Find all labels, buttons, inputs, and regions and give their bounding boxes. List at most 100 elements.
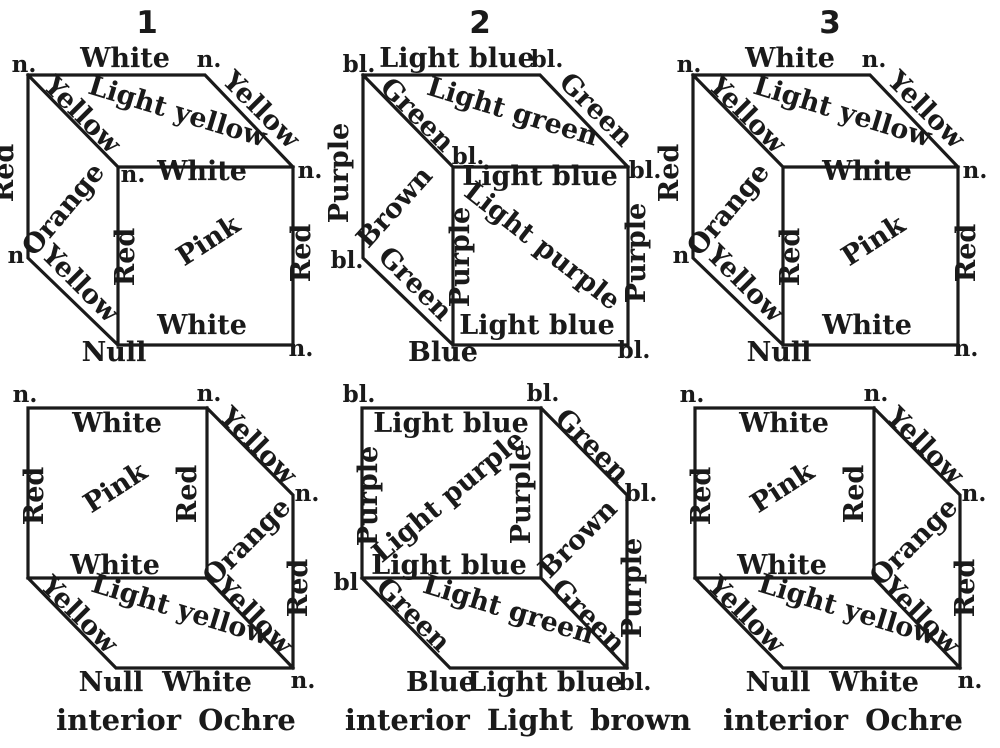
front-top-right-corner-label: n. xyxy=(197,380,222,407)
panel-2-top-cube: bl. Light blue bl. Green Light green Gre… xyxy=(324,43,661,368)
cube-edges xyxy=(25,405,296,671)
panel-caption: interior Ochre xyxy=(723,703,963,737)
front-top-left-corner-label: n. xyxy=(680,381,705,408)
front-top-left-corner-label: bl. xyxy=(343,381,376,408)
front-face-label: Light purple xyxy=(458,176,626,317)
front-right-edge-label: Red xyxy=(172,465,203,524)
panel-2-bottom-cube: bl. bl. Light blue Purple Light purple P… xyxy=(334,380,692,737)
panel-2-number: 2 xyxy=(469,5,491,41)
far-top-right-corner-label: bl. xyxy=(531,46,564,73)
far-bottom-left-corner-label: Blue xyxy=(406,667,476,698)
front-right-edge-label: Red xyxy=(951,224,982,283)
cube-edges xyxy=(359,405,630,671)
far-bottom-edge-label: White xyxy=(828,667,919,698)
front-top-right-corner-label: bl. xyxy=(629,157,662,184)
front-face-label: Pink xyxy=(171,208,247,272)
right-middle-corner-label: bl. xyxy=(625,480,658,507)
far-bottom-right-corner-label: bl. xyxy=(619,669,652,696)
front-right-edge-label: Red xyxy=(839,465,870,524)
front-bottom-edge-label: White xyxy=(821,310,912,341)
front-top-edge-label: Light blue xyxy=(373,408,529,439)
front-top-right-corner-label: n. xyxy=(963,157,988,184)
far-bottom-left-corner-label: Null xyxy=(746,667,811,698)
front-bottom-edge-label: White xyxy=(736,550,827,581)
far-right-edge-label: Purple xyxy=(617,538,648,638)
cube-edges xyxy=(690,72,961,348)
right-middle-corner-label: n. xyxy=(962,480,987,507)
front-bottom-right-corner-label: bl. xyxy=(618,337,651,364)
upper-right-diagonal-label: Yellow xyxy=(879,400,970,491)
front-bottom-right-corner-label: n. xyxy=(289,335,314,362)
far-right-edge-label: Red xyxy=(283,559,314,618)
front-right-edge-label: Purple xyxy=(621,203,652,303)
front-top-edge-label: White xyxy=(738,408,829,439)
cube-edges xyxy=(692,405,963,671)
panel-caption: interior Ochre xyxy=(56,703,296,737)
front-left-edge-label: Red xyxy=(19,467,50,526)
front-top-edge-label: White xyxy=(71,408,162,439)
front-bottom-edge-label: Light blue xyxy=(371,550,527,581)
front-bottom-left-corner-label: bl xyxy=(334,569,359,596)
front-left-edge-label: Red xyxy=(110,228,141,287)
front-face-label: Pink xyxy=(78,455,154,519)
upper-right-diagonal-label: Green xyxy=(549,403,636,490)
far-left-edge-label: Purple xyxy=(324,123,355,223)
far-top-edge-label: White xyxy=(744,43,835,74)
far-top-left-corner-label: n. xyxy=(12,51,37,78)
far-bottom-edge-label: White xyxy=(161,667,252,698)
upper-right-diagonal-label: Yellow xyxy=(212,400,303,491)
front-left-edge-label: Red xyxy=(775,228,806,287)
panel-caption: interior Light brown xyxy=(345,703,691,737)
front-top-left-corner-label: n. xyxy=(13,381,38,408)
far-top-left-corner-label: bl. xyxy=(343,51,376,78)
far-bottom-right-corner-label: n. xyxy=(958,667,983,694)
panel-1-number: 1 xyxy=(136,5,158,41)
front-face-label: Pink xyxy=(836,208,912,272)
cube-edges xyxy=(25,72,296,348)
front-left-edge-label: Purple xyxy=(353,446,384,546)
front-left-edge-label: Purple xyxy=(445,207,476,307)
front-left-edge-label: Red xyxy=(686,467,717,526)
far-top-left-corner-label: n. xyxy=(677,51,702,78)
front-top-edge-label: Light blue xyxy=(462,161,618,192)
far-right-edge-label: Red xyxy=(950,559,981,618)
far-top-right-corner-label: n. xyxy=(862,46,887,73)
panel-1-bottom-cube: n. n. White Red Pink Red White Yellow n.… xyxy=(13,380,320,737)
front-bottom-edge-label: Light blue xyxy=(459,310,615,341)
far-top-right-corner-label: n. xyxy=(197,46,222,73)
panel-3-bottom-cube: n. n. White Red Pink Red White Yellow n.… xyxy=(680,380,987,737)
far-top-edge-label: Light blue xyxy=(379,43,535,74)
left-middle-corner-label: n xyxy=(673,242,690,269)
front-bottom-left-corner-label: Null xyxy=(82,337,147,368)
cube-edges xyxy=(360,72,631,348)
left-middle-corner-label: bl. xyxy=(331,247,364,274)
panel-3-top-cube: n. White n. Yellow Light yellow Yellow R… xyxy=(654,43,987,368)
front-bottom-edge-label: White xyxy=(69,550,160,581)
far-top-edge-label: White xyxy=(79,43,170,74)
front-top-left-corner-label: bl. xyxy=(452,143,485,170)
front-bottom-edge-label: White xyxy=(156,310,247,341)
front-bottom-left-corner-label: Blue xyxy=(408,337,478,368)
panel-1-top-cube: n. White n. Yellow Light yellow Yellow R… xyxy=(0,43,322,368)
far-bottom-left-corner-label: Null xyxy=(79,667,144,698)
far-left-edge-label: Red xyxy=(654,144,685,203)
front-top-right-corner-label: bl. xyxy=(527,380,560,407)
panel-3-number: 3 xyxy=(819,5,841,41)
left-middle-corner-label: n xyxy=(8,242,25,269)
front-top-right-corner-label: n. xyxy=(864,380,889,407)
right-middle-corner-label: n. xyxy=(295,480,320,507)
front-right-edge-label: Red xyxy=(286,224,317,283)
front-top-edge-label: White xyxy=(156,156,247,187)
far-left-edge-label: Red xyxy=(0,144,20,203)
front-right-edge-label: Purple xyxy=(506,444,537,544)
far-bottom-edge-label: Light blue xyxy=(467,667,623,698)
front-top-edge-label: White xyxy=(821,156,912,187)
front-top-right-corner-label: n. xyxy=(298,157,323,184)
far-bottom-right-corner-label: n. xyxy=(291,667,316,694)
front-bottom-left-corner-label: Null xyxy=(747,337,812,368)
front-top-left-corner-label: n. xyxy=(121,161,146,188)
side-face-label: Brown xyxy=(532,493,623,584)
front-face-label: Pink xyxy=(745,455,821,519)
